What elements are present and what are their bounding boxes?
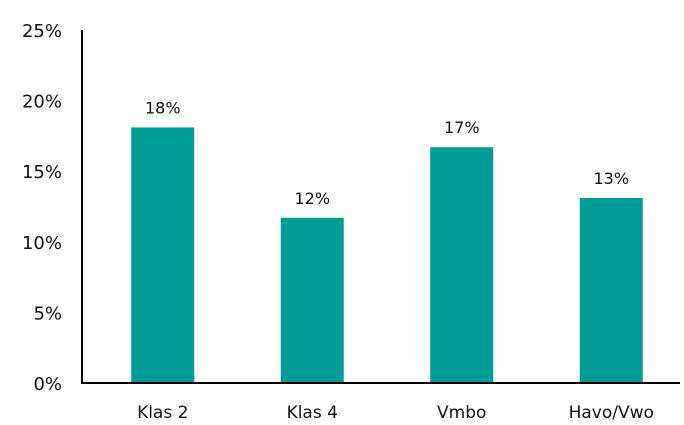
y-tick-label: 10% <box>22 233 62 254</box>
y-tick-label: 15% <box>22 162 62 183</box>
bar-data-label: 12% <box>294 189 330 208</box>
bars <box>131 127 643 383</box>
bar <box>430 147 494 383</box>
x-category-label: Klas 2 <box>137 403 188 423</box>
bar-data-label: 18% <box>145 98 181 117</box>
bar-data-label: 13% <box>593 169 629 188</box>
y-tick-label: 0% <box>33 374 62 395</box>
y-axis-ticks: 0% 5% 10% 15% 20% 25% <box>22 21 62 395</box>
data-labels: 18% 12% 17% 13% <box>145 98 629 207</box>
x-category-label: Havo/Vwo <box>569 403 654 423</box>
bar <box>579 198 643 383</box>
y-tick-label: 25% <box>22 21 62 42</box>
bar <box>280 217 344 383</box>
x-axis-labels: Klas 2 Klas 4 Vmbo Havo/Vwo <box>137 403 654 423</box>
bar <box>131 127 195 383</box>
x-category-label: Vmbo <box>437 403 486 423</box>
y-tick-label: 20% <box>22 92 62 113</box>
x-category-label: Klas 4 <box>287 403 338 423</box>
y-tick-label: 5% <box>33 303 62 324</box>
bar-data-label: 17% <box>444 118 480 137</box>
